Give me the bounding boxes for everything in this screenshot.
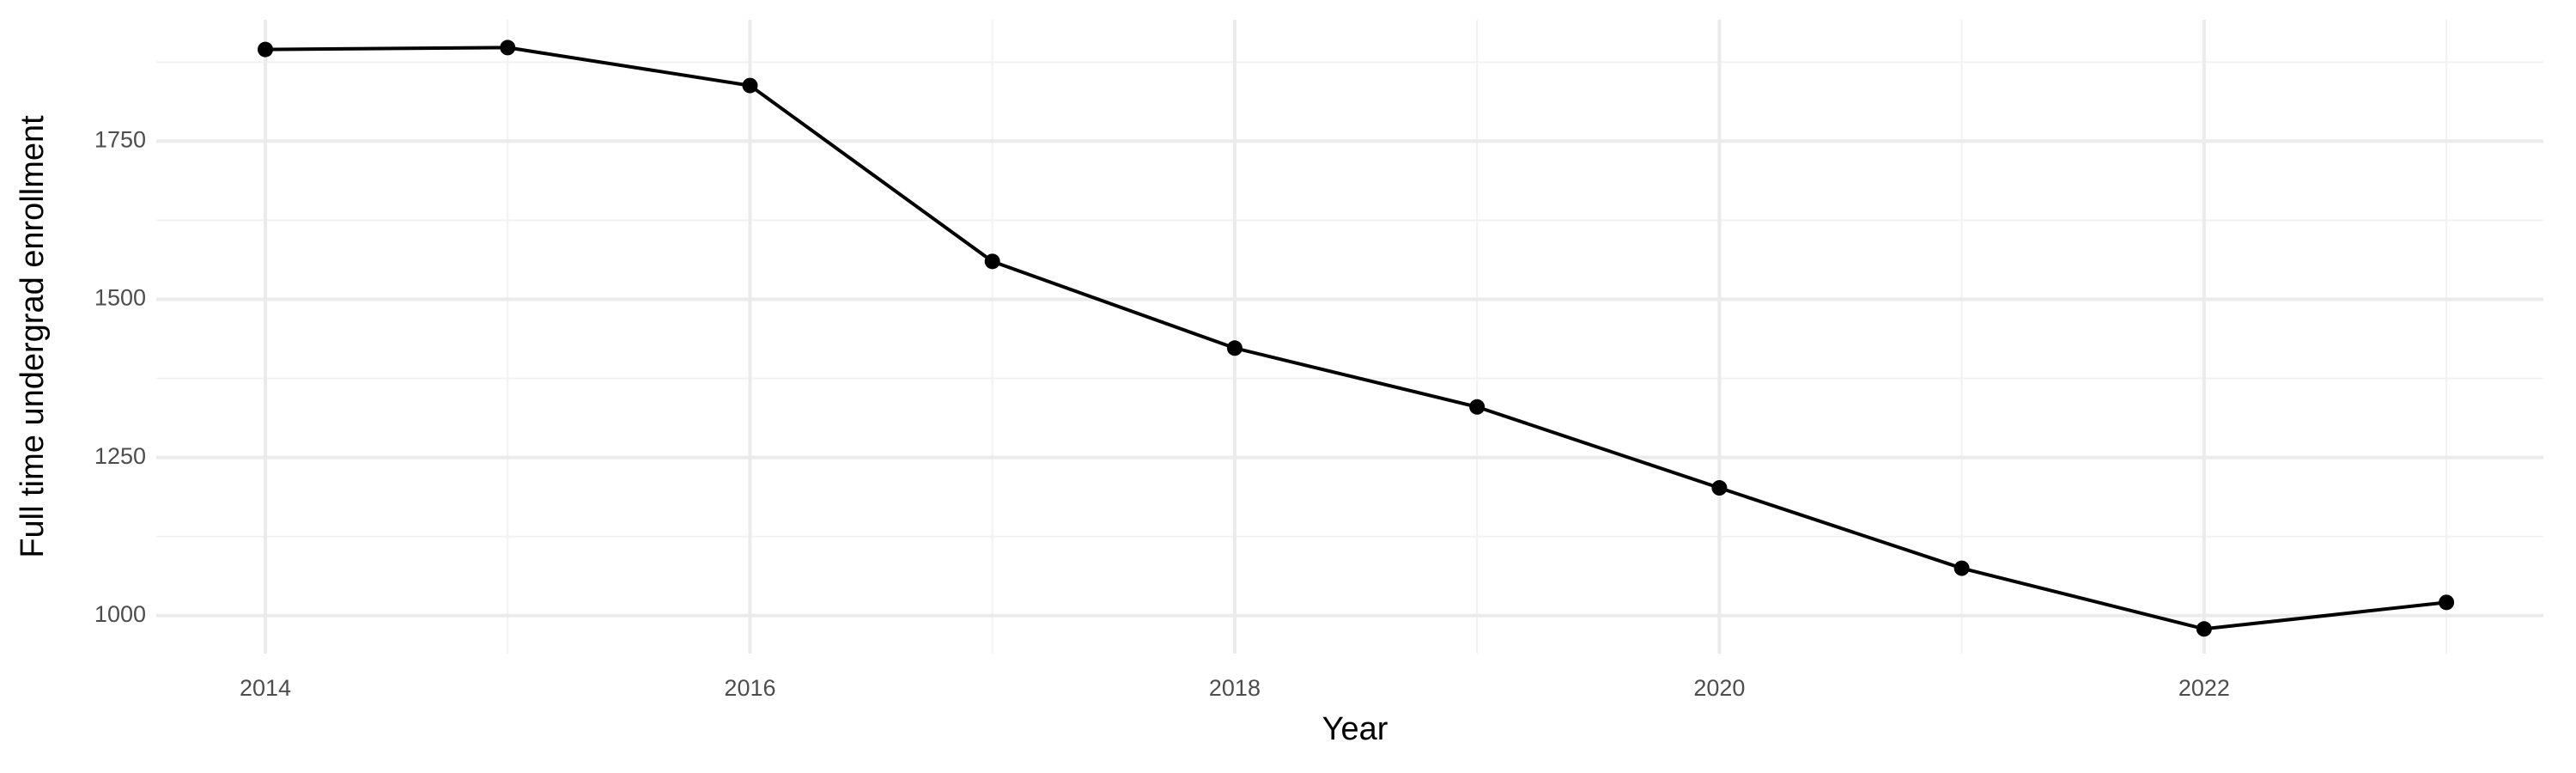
y-tick-label: 1750 [94,127,146,153]
point [1226,340,1242,356]
y-axis-title: Full time undergrad enrollment [15,115,51,558]
line [264,46,2447,631]
y-tick-label: 1250 [94,443,146,469]
x-tick-label: 2018 [1209,675,1261,701]
x-tick-label: 2014 [240,675,291,701]
point [1711,480,1728,496]
x-axis-title: Year [1322,711,1388,747]
point [1953,560,1970,576]
point [500,40,516,56]
y-tick-label: 1500 [94,285,146,311]
point [2439,594,2455,611]
point [258,41,274,58]
x-tick-label: 2022 [2178,675,2230,701]
x-tick-label: 2016 [724,675,775,701]
point [742,77,758,94]
x-tick-label: 2020 [1693,675,1745,701]
point [1469,399,1485,415]
y-tick-label: 1000 [94,601,146,627]
point [2196,621,2212,637]
point [984,253,1000,270]
